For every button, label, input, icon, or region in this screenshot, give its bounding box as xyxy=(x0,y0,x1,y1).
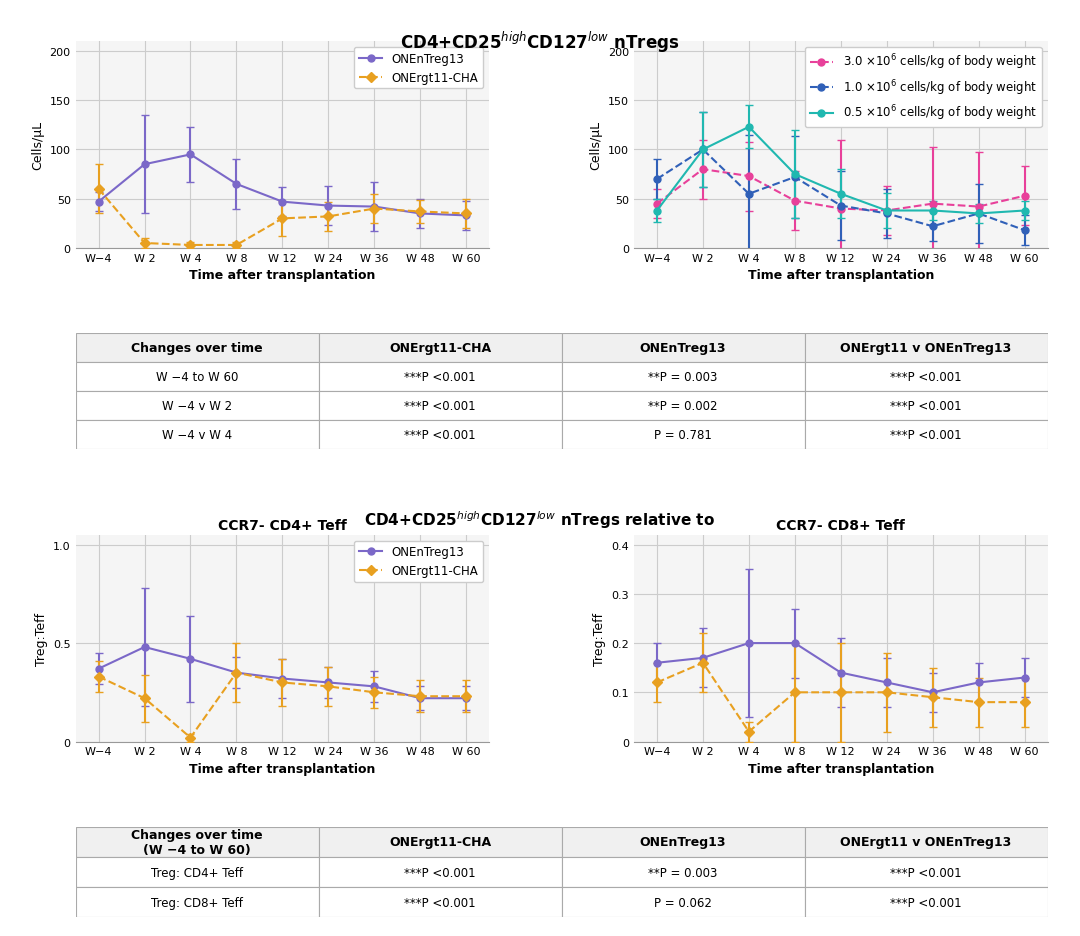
Text: ONErgt11 v ONEnTreg13: ONErgt11 v ONEnTreg13 xyxy=(840,836,1012,848)
Text: ***P <0.001: ***P <0.001 xyxy=(404,429,476,442)
Text: Treg: CD4+ Teff: Treg: CD4+ Teff xyxy=(151,866,243,879)
FancyBboxPatch shape xyxy=(805,363,1048,392)
FancyBboxPatch shape xyxy=(562,334,805,363)
Text: ***P <0.001: ***P <0.001 xyxy=(890,429,962,442)
Text: ***P <0.001: ***P <0.001 xyxy=(404,400,476,413)
Text: ***P <0.001: ***P <0.001 xyxy=(404,371,476,384)
FancyBboxPatch shape xyxy=(805,826,1048,857)
FancyBboxPatch shape xyxy=(76,857,319,887)
Text: **P = 0.002: **P = 0.002 xyxy=(648,400,718,413)
Text: CD4+CD25$^{high}$CD127$^{low}$ nTregs: CD4+CD25$^{high}$CD127$^{low}$ nTregs xyxy=(401,30,679,55)
Text: ***P <0.001: ***P <0.001 xyxy=(890,371,962,384)
Text: **P = 0.003: **P = 0.003 xyxy=(648,371,718,384)
FancyBboxPatch shape xyxy=(319,421,562,450)
Text: ***P <0.001: ***P <0.001 xyxy=(404,896,476,909)
Legend: 3.0 ×10$^6$ cells/kg of body weight, 1.0 ×10$^6$ cells/kg of body weight, 0.5 ×1: 3.0 ×10$^6$ cells/kg of body weight, 1.0… xyxy=(805,48,1042,128)
FancyBboxPatch shape xyxy=(562,392,805,421)
FancyBboxPatch shape xyxy=(319,363,562,392)
Text: ***P <0.001: ***P <0.001 xyxy=(404,866,476,879)
FancyBboxPatch shape xyxy=(805,421,1048,450)
Text: P = 0.781: P = 0.781 xyxy=(654,429,712,442)
FancyBboxPatch shape xyxy=(76,334,319,363)
Title: CCR7- CD4+ Teff: CCR7- CD4+ Teff xyxy=(218,519,347,533)
FancyBboxPatch shape xyxy=(562,421,805,450)
Text: Changes over time
(W −4 to W 60): Changes over time (W −4 to W 60) xyxy=(132,828,262,856)
FancyBboxPatch shape xyxy=(319,857,562,887)
FancyBboxPatch shape xyxy=(76,887,319,917)
Text: P = 0.062: P = 0.062 xyxy=(654,896,712,909)
Y-axis label: Treg:Teff: Treg:Teff xyxy=(35,612,48,665)
Title: CCR7- CD8+ Teff: CCR7- CD8+ Teff xyxy=(777,519,905,533)
X-axis label: Time after transplantation: Time after transplantation xyxy=(747,269,934,282)
Text: ONErgt11-CHA: ONErgt11-CHA xyxy=(389,342,491,355)
FancyBboxPatch shape xyxy=(76,392,319,421)
FancyBboxPatch shape xyxy=(562,887,805,917)
Text: **P = 0.003: **P = 0.003 xyxy=(648,866,718,879)
FancyBboxPatch shape xyxy=(562,826,805,857)
X-axis label: Time after transplantation: Time after transplantation xyxy=(189,269,376,282)
FancyBboxPatch shape xyxy=(76,363,319,392)
FancyBboxPatch shape xyxy=(319,392,562,421)
Legend: ONEnTreg13, ONErgt11-CHA: ONEnTreg13, ONErgt11-CHA xyxy=(354,541,484,582)
Text: ***P <0.001: ***P <0.001 xyxy=(890,896,962,909)
FancyBboxPatch shape xyxy=(76,421,319,450)
Text: ***P <0.001: ***P <0.001 xyxy=(890,866,962,879)
X-axis label: Time after transplantation: Time after transplantation xyxy=(747,762,934,775)
FancyBboxPatch shape xyxy=(805,857,1048,887)
FancyBboxPatch shape xyxy=(319,826,562,857)
Text: ONErgt11-CHA: ONErgt11-CHA xyxy=(389,836,491,848)
FancyBboxPatch shape xyxy=(76,826,319,857)
Text: ONErgt11 v ONEnTreg13: ONErgt11 v ONEnTreg13 xyxy=(840,342,1012,355)
Text: ***P <0.001: ***P <0.001 xyxy=(890,400,962,413)
Legend: ONEnTreg13, ONErgt11-CHA: ONEnTreg13, ONErgt11-CHA xyxy=(354,48,484,89)
Text: W −4 v W 2: W −4 v W 2 xyxy=(162,400,232,413)
FancyBboxPatch shape xyxy=(805,334,1048,363)
FancyBboxPatch shape xyxy=(805,887,1048,917)
X-axis label: Time after transplantation: Time after transplantation xyxy=(189,762,376,775)
FancyBboxPatch shape xyxy=(562,857,805,887)
Y-axis label: Cells/μL: Cells/μL xyxy=(590,121,603,170)
Text: Treg: CD8+ Teff: Treg: CD8+ Teff xyxy=(151,896,243,909)
Text: Changes over time: Changes over time xyxy=(132,342,262,355)
Y-axis label: Cells/μL: Cells/μL xyxy=(31,121,44,170)
Text: ONEnTreg13: ONEnTreg13 xyxy=(639,836,727,848)
Text: CD4+CD25$^{high}$CD127$^{low}$ nTregs relative to: CD4+CD25$^{high}$CD127$^{low}$ nTregs re… xyxy=(364,509,716,531)
Text: W −4 to W 60: W −4 to W 60 xyxy=(156,371,239,384)
Text: ONEnTreg13: ONEnTreg13 xyxy=(639,342,727,355)
Text: W −4 v W 4: W −4 v W 4 xyxy=(162,429,232,442)
FancyBboxPatch shape xyxy=(805,392,1048,421)
FancyBboxPatch shape xyxy=(319,887,562,917)
Y-axis label: Treg:Teff: Treg:Teff xyxy=(593,612,606,665)
FancyBboxPatch shape xyxy=(319,334,562,363)
FancyBboxPatch shape xyxy=(562,363,805,392)
